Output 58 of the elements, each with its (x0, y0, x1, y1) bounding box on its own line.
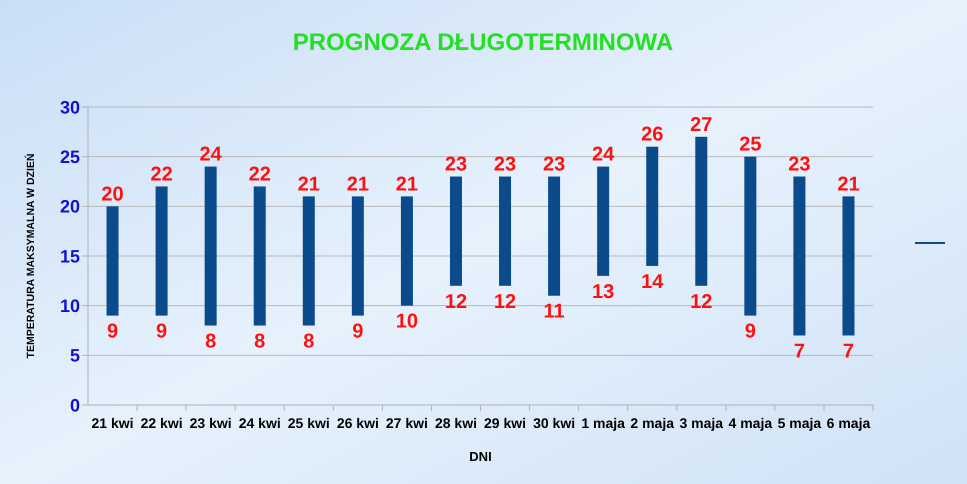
data-label: 23 (444, 154, 468, 176)
y-tick-label: 0 (70, 395, 80, 416)
annotation: 10 (396, 310, 418, 333)
x-tick-label: 27 kwi (386, 415, 428, 431)
y-axis-title: TEMPERATURA MAKSYMALNA W DZIEŃ (24, 154, 37, 358)
y-tick-label: 30 (60, 97, 80, 118)
data-label: 20 (101, 183, 124, 206)
y-tick-label: 25 (60, 146, 80, 167)
x-tick-label: 26 kwi (336, 415, 379, 431)
annotation: 11 (544, 300, 565, 323)
data-label: 24 (200, 144, 223, 166)
data-label: 23 (788, 154, 811, 176)
x-tick-label: 6 maja (826, 415, 870, 431)
data-label: 23 (542, 154, 566, 176)
x-axis-title: DNI (469, 449, 492, 464)
x-tick-label: 24 kwi (238, 415, 281, 431)
annotation: 9 (156, 320, 168, 343)
data-label: 27 (690, 114, 712, 136)
annotation: 12 (444, 290, 468, 313)
data-label: 21 (346, 173, 369, 196)
annotation: 12 (494, 290, 516, 313)
data-label: 22 (150, 163, 173, 186)
data-label: 25 (739, 134, 762, 156)
annotation: 7 (842, 340, 854, 362)
data-label: 26 (641, 124, 664, 146)
data-label: 21 (837, 173, 860, 196)
x-tick-label: 25 kwi (288, 415, 330, 431)
x-tick-label: 23 kwi (190, 415, 232, 431)
annotation: 13 (592, 280, 614, 303)
data-label: 21 (396, 173, 418, 196)
x-tick-label: 30 kwi (533, 415, 576, 431)
annotation: 12 (690, 290, 712, 313)
annotation: 8 (303, 330, 314, 353)
x-tick-label: 28 kwi (434, 415, 477, 431)
data-label: 24 (592, 144, 616, 166)
y-tick-label: 20 (60, 196, 80, 217)
x-tick-label: 29 kwi (484, 415, 526, 431)
x-tick-label: 4 maja (728, 415, 772, 431)
data-label: 22 (248, 163, 271, 186)
annotation: 8 (254, 330, 266, 353)
y-tick-label: 5 (70, 346, 80, 366)
x-tick-label: 1 maja (581, 415, 626, 431)
x-tick-label: 2 maja (630, 415, 674, 431)
x-tick-label: 3 maja (679, 415, 724, 431)
annotation: 8 (205, 330, 216, 353)
data-label: 21 (298, 173, 320, 196)
annotation: 9 (744, 320, 756, 343)
x-tick-label: 5 maja (778, 415, 822, 431)
annotation: 7 (794, 340, 805, 362)
data-label: 23 (494, 154, 516, 176)
y-tick-label: 15 (60, 246, 80, 266)
annotation: 9 (352, 320, 364, 343)
x-tick-label: 22 kwi (140, 415, 183, 431)
y-tick-label: 10 (60, 296, 80, 316)
annotation: 14 (641, 270, 664, 293)
x-tick-label: 21 kwi (92, 415, 134, 431)
chart-title: PROGNOZA DŁUGOTERMINOWA (292, 29, 674, 56)
annotation: 9 (106, 320, 118, 343)
